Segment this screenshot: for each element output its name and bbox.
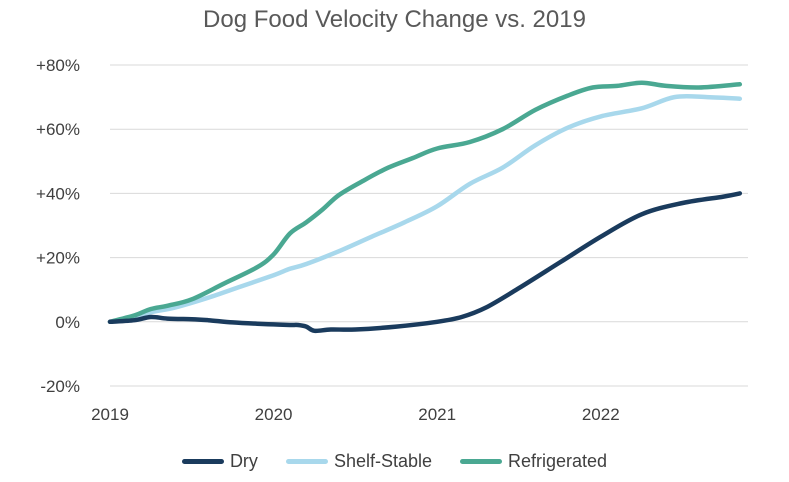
x-tick-label: 2021 bbox=[418, 405, 456, 424]
series-line-refrigerated bbox=[107, 80, 743, 325]
chart-title: Dog Food Velocity Change vs. 2019 bbox=[203, 6, 586, 33]
legend-item: Shelf-Stable bbox=[285, 451, 432, 472]
legend-swatch bbox=[460, 459, 502, 464]
y-tick-label: 0% bbox=[55, 313, 80, 332]
y-tick-label: +80% bbox=[36, 56, 80, 75]
legend-item: Dry bbox=[181, 451, 258, 472]
legend-label: Shelf-Stable bbox=[333, 451, 432, 471]
x-tick-label: 2020 bbox=[255, 405, 293, 424]
x-tick-label: 2022 bbox=[582, 405, 620, 424]
legend-label: Refrigerated bbox=[508, 451, 608, 471]
legend-swatch bbox=[181, 459, 224, 464]
legend-swatch bbox=[285, 459, 328, 464]
series-line-dry bbox=[107, 191, 743, 334]
y-tick-label: -20% bbox=[40, 377, 80, 396]
series-line-shelf-stable bbox=[107, 93, 743, 325]
y-tick-label: +20% bbox=[36, 249, 80, 268]
legend: Dry Shelf-Stable Refrigerated bbox=[0, 451, 789, 472]
legend-label: Dry bbox=[229, 451, 258, 471]
y-tick-label: +40% bbox=[36, 184, 80, 203]
x-tick-label: 2019 bbox=[91, 405, 129, 424]
legend-item: Refrigerated bbox=[460, 451, 607, 472]
y-tick-label: +60% bbox=[36, 120, 80, 139]
